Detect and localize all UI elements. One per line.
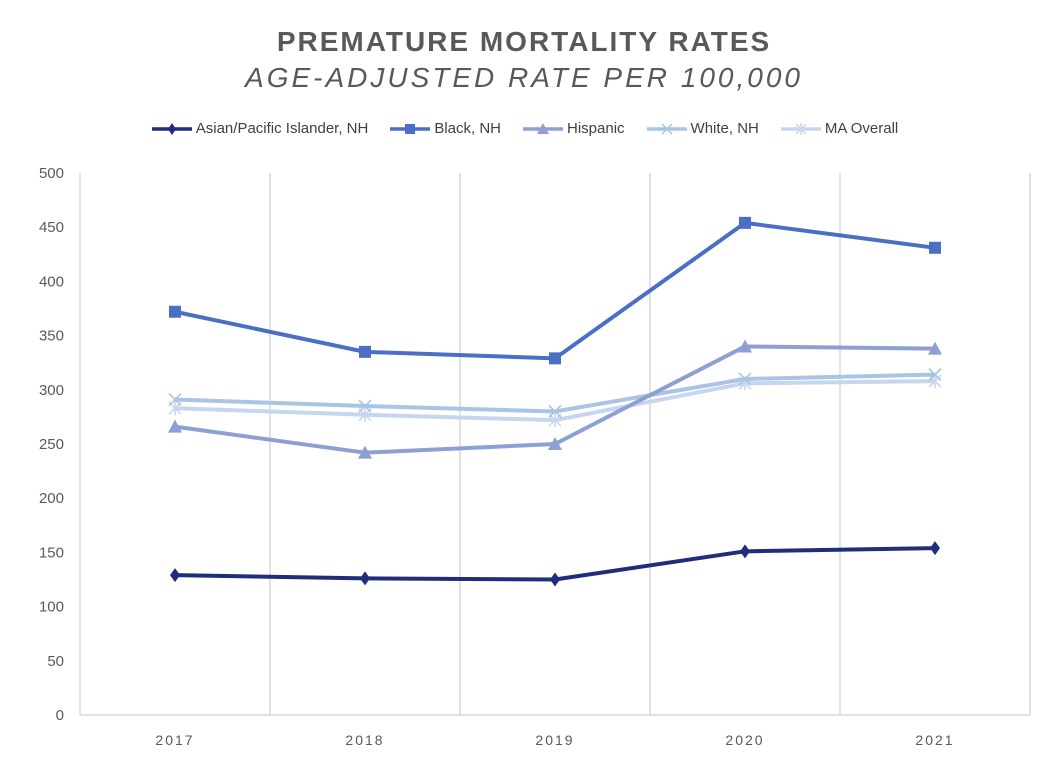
data-point-hispanic — [358, 445, 372, 459]
data-point-asian-pacific-islander-nh — [170, 568, 180, 583]
legend-item-ma-overall: MA Overall — [779, 120, 898, 137]
data-point-asian-pacific-islander-nh — [360, 571, 370, 586]
data-point-asian-pacific-islander-nh — [740, 544, 750, 559]
y-tick-label: 300 — [39, 382, 64, 399]
series-line-black-nh — [174, 220, 936, 361]
data-point-white-nh — [548, 404, 562, 419]
y-tick-label: 250 — [39, 436, 64, 453]
legend-item-white-nh: White, NH — [645, 120, 759, 137]
x-tick-label: 2017 — [155, 732, 194, 748]
x-tick-label: 2019 — [535, 732, 574, 748]
series-line-white-nh — [174, 372, 936, 414]
data-point-ma-overall — [738, 376, 752, 391]
data-point-black-nh — [169, 305, 181, 318]
legend-label: Black, NH — [434, 120, 502, 137]
legend-swatch-square-icon — [390, 123, 431, 134]
data-point-ma-overall — [168, 401, 182, 416]
y-tick-label: 200 — [39, 490, 64, 507]
legend-swatch-star-icon — [780, 122, 821, 135]
data-point-white-nh — [738, 372, 752, 386]
data-point-black-nh — [359, 345, 371, 358]
legend-item-hispanic: Hispanic — [521, 120, 625, 137]
series-line-hispanic — [174, 344, 936, 455]
legend-label: White, NH — [690, 120, 759, 137]
y-tick-label: 350 — [39, 328, 64, 345]
data-point-hispanic — [928, 341, 942, 355]
data-point-black-nh — [549, 352, 561, 365]
data-point-ma-overall — [548, 413, 562, 428]
chart-subtitle: AGE-ADJUSTED RATE PER 100,000 — [245, 62, 803, 93]
x-tick-label: 2020 — [725, 732, 764, 748]
data-point-asian-pacific-islander-nh — [930, 541, 940, 556]
data-point-black-nh — [739, 216, 751, 229]
data-point-white-nh — [928, 368, 942, 382]
y-tick-label: 0 — [56, 707, 64, 724]
legend-item-black-nh: Black, NH — [388, 120, 501, 137]
data-point-black-nh — [929, 241, 941, 254]
x-tick-label: 2018 — [345, 732, 384, 748]
data-point-hispanic — [548, 437, 562, 450]
y-tick-label: 500 — [39, 165, 64, 182]
legend-label: MA Overall — [824, 120, 899, 137]
data-point-asian-pacific-islander-nh — [550, 572, 560, 587]
data-point-hispanic — [738, 339, 752, 353]
legend-swatch-diamond-icon — [151, 122, 192, 135]
legend: Asian/Pacific Islander, NH Black, NH Hispa… — [0, 120, 1048, 137]
y-tick-label: 450 — [39, 219, 64, 236]
chart-title: PREMATURE MORTALITY RATES — [276, 26, 772, 57]
legend-label: Hispanic — [567, 120, 625, 137]
data-point-hispanic — [168, 419, 182, 433]
y-tick-label: 150 — [39, 544, 64, 561]
legend-swatch-x-icon — [646, 122, 687, 135]
series-line-asian-pacific-islander-nh — [174, 546, 936, 582]
legend-item-asian-pacific-islander-nh: Asian/Pacific Islander, NH — [150, 120, 369, 137]
data-point-ma-overall — [358, 407, 372, 422]
series-line-ma-overall — [174, 379, 936, 423]
x-tick-label: 2021 — [915, 732, 954, 748]
y-tick-label: 400 — [39, 273, 64, 290]
legend-swatch-triangle-icon — [523, 122, 564, 134]
y-tick-label: 50 — [47, 653, 64, 670]
y-tick-label: 100 — [39, 599, 64, 616]
data-point-white-nh — [358, 399, 372, 413]
legend-label: Asian/Pacific Islander, NH — [195, 120, 369, 137]
data-point-white-nh — [168, 392, 182, 407]
data-point-ma-overall — [928, 374, 942, 389]
